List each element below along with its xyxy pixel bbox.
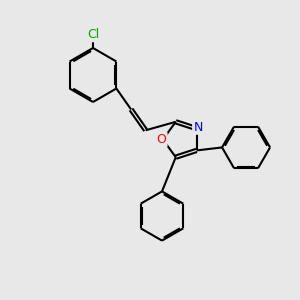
Text: Cl: Cl xyxy=(87,28,99,41)
Text: O: O xyxy=(157,133,166,146)
Text: N: N xyxy=(194,121,203,134)
